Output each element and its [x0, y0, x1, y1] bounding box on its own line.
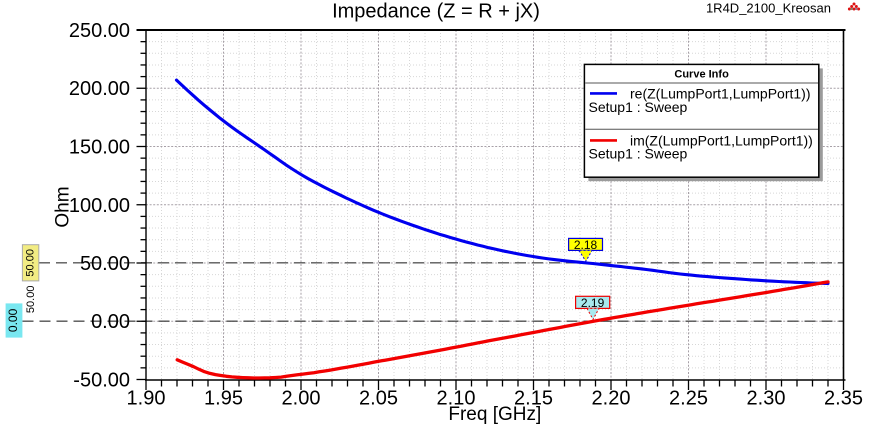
- svg-text:2.35: 2.35: [824, 388, 863, 410]
- svg-text:Setup1 : Sweep: Setup1 : Sweep: [589, 99, 688, 115]
- svg-text:2.15: 2.15: [514, 388, 553, 410]
- svg-text:250.00: 250.00: [69, 20, 130, 42]
- svg-text:Freq [GHz]: Freq [GHz]: [448, 404, 541, 425]
- svg-text:100.00: 100.00: [69, 195, 130, 217]
- svg-text:0.00: 0.00: [6, 308, 20, 332]
- svg-text:im(Z(LumpPort1,LumpPort1)): im(Z(LumpPort1,LumpPort1)): [630, 132, 813, 148]
- svg-text:2.20: 2.20: [592, 388, 631, 410]
- svg-text:200.00: 200.00: [69, 78, 130, 100]
- svg-text:1R4D_2100_Kreosan: 1R4D_2100_Kreosan: [706, 1, 831, 16]
- svg-text:2.05: 2.05: [359, 388, 398, 410]
- svg-text:50.00: 50.00: [25, 249, 37, 277]
- svg-text:Setup1 : Sweep: Setup1 : Sweep: [589, 146, 688, 162]
- svg-text:re(Z(LumpPort1,LumpPort1)): re(Z(LumpPort1,LumpPort1)): [630, 85, 811, 101]
- svg-text:2.25: 2.25: [669, 388, 708, 410]
- svg-text:-50.00: -50.00: [73, 370, 130, 392]
- svg-text:Impedance (Z = R + jX): Impedance (Z = R + jX): [332, 1, 540, 23]
- svg-text:2.18: 2.18: [574, 238, 598, 252]
- svg-text:150.00: 150.00: [69, 137, 130, 159]
- svg-text:0.00: 0.00: [91, 311, 130, 333]
- svg-text:1.90: 1.90: [127, 388, 166, 410]
- svg-text:Ohm: Ohm: [53, 186, 74, 227]
- svg-text:Curve Info: Curve Info: [674, 69, 729, 81]
- svg-text:50.00: 50.00: [25, 286, 37, 314]
- svg-text:2.19: 2.19: [581, 296, 605, 310]
- svg-text:1.95: 1.95: [204, 388, 243, 410]
- svg-text:2.30: 2.30: [747, 388, 786, 410]
- svg-text:2.00: 2.00: [282, 388, 321, 410]
- svg-text:2.10: 2.10: [437, 388, 476, 410]
- svg-text:50.00: 50.00: [80, 253, 130, 275]
